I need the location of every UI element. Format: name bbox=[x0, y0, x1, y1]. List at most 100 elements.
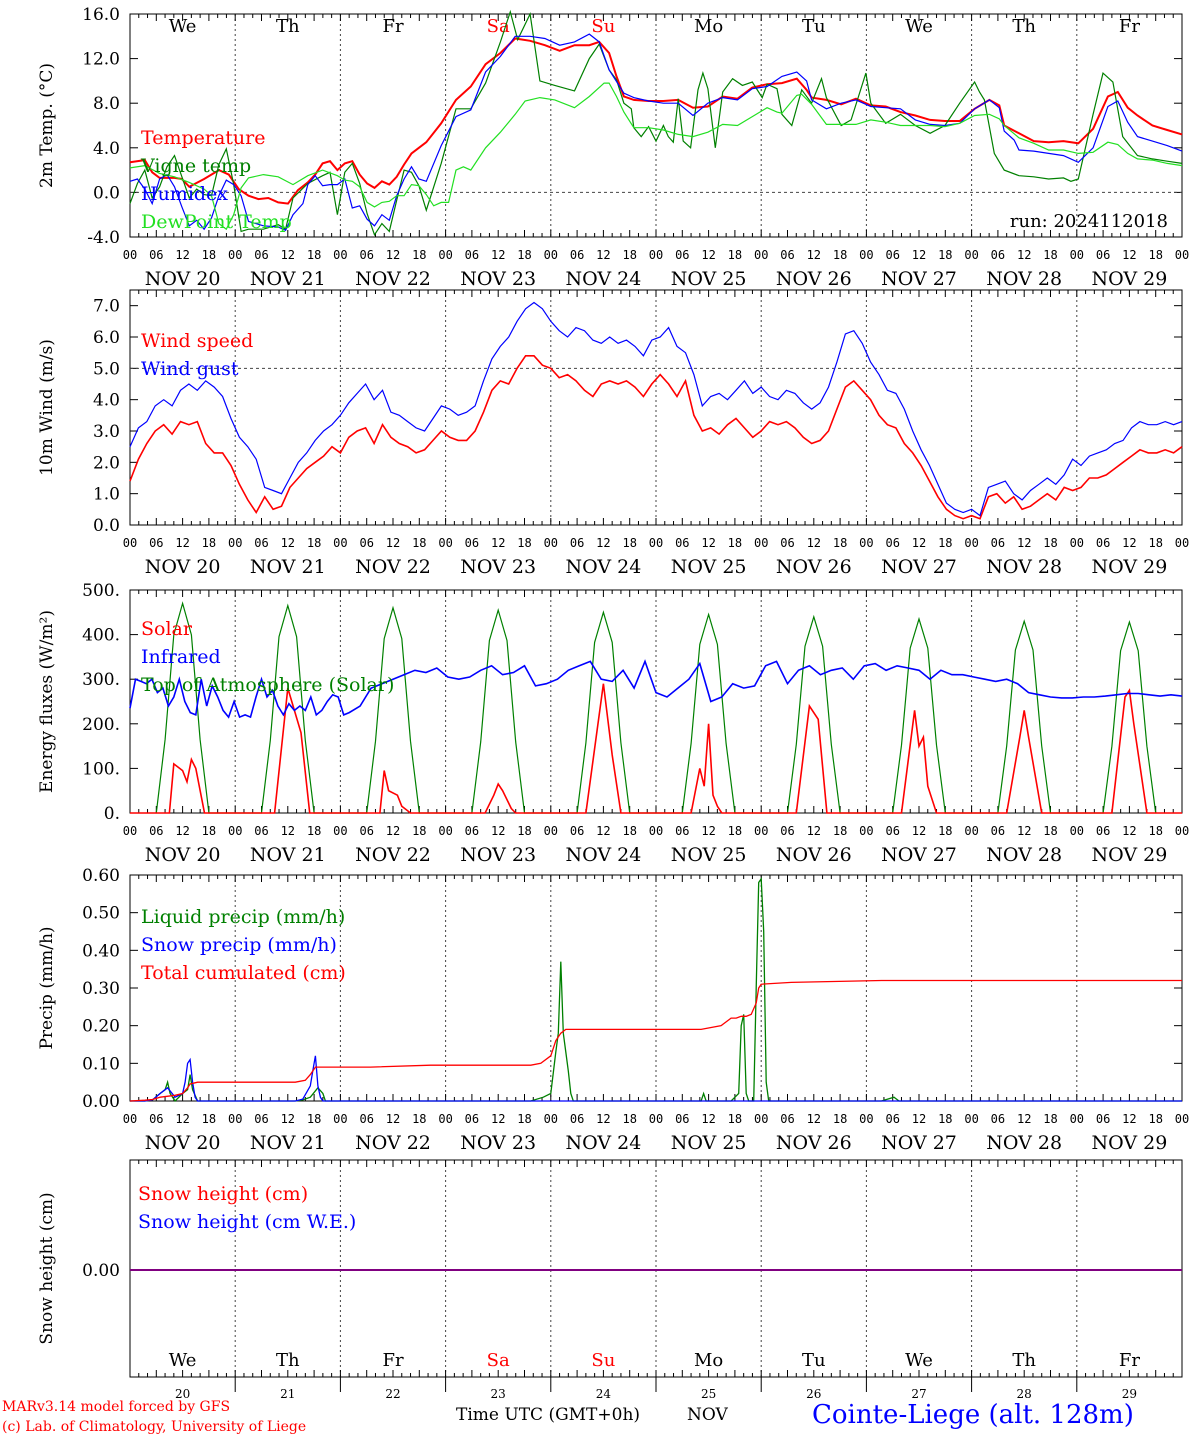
date-label: NOV 20 bbox=[145, 844, 221, 866]
day-name-label: We bbox=[169, 1350, 197, 1371]
hour-tick-label: 00 bbox=[333, 824, 347, 838]
hour-tick-label: 12 bbox=[912, 1112, 926, 1126]
y-tick-label: 500. bbox=[82, 581, 120, 601]
day-name-label: Su bbox=[591, 1350, 615, 1371]
date-label: NOV 23 bbox=[460, 844, 536, 866]
hour-tick-label: 18 bbox=[833, 1112, 847, 1126]
y-tick-label: 0.10 bbox=[82, 1054, 120, 1074]
hour-tick-label: 06 bbox=[991, 824, 1005, 838]
hour-tick-label: 00 bbox=[649, 536, 663, 550]
hour-tick-label: 06 bbox=[254, 536, 268, 550]
hour-tick-label: 12 bbox=[596, 248, 610, 262]
legend-entry: Liquid precip (mm/h) bbox=[141, 906, 345, 928]
series-line-infrared bbox=[129, 659, 1183, 719]
day-name-label: Mo bbox=[694, 1350, 723, 1371]
hour-tick-label: 00 bbox=[859, 1112, 873, 1126]
hour-tick-label: 12 bbox=[1017, 536, 1031, 550]
series-line-humidex bbox=[129, 33, 1183, 232]
hour-tick-label: 06 bbox=[570, 1112, 584, 1126]
hour-tick-label: 18 bbox=[728, 824, 742, 838]
y-axis-label: 2m Temp. (°C) bbox=[37, 63, 57, 188]
hour-tick-label: 12 bbox=[807, 824, 821, 838]
hour-tick-label: 18 bbox=[622, 824, 636, 838]
hour-tick-label: 12 bbox=[1122, 1112, 1136, 1126]
date-label: NOV 28 bbox=[986, 268, 1062, 290]
day-name-label: Fr bbox=[1119, 1350, 1140, 1371]
date-label: NOV 24 bbox=[565, 556, 641, 578]
hour-tick-label: 06 bbox=[675, 536, 689, 550]
y-tick-label: 6.0 bbox=[93, 328, 120, 348]
y-tick-label: 300. bbox=[82, 670, 120, 690]
date-label: NOV 22 bbox=[355, 556, 431, 578]
footer-credit-2: (c) Lab. of Climatology, University of L… bbox=[2, 1419, 307, 1435]
y-tick-label: 0.0 bbox=[93, 183, 120, 203]
date-label: NOV 29 bbox=[1091, 1132, 1167, 1154]
hour-tick-label: 06 bbox=[254, 1112, 268, 1126]
hour-tick-label: 18 bbox=[412, 248, 426, 262]
hour-tick-label: 18 bbox=[307, 536, 321, 550]
legend-entry: Wind gust bbox=[141, 358, 239, 380]
hour-tick-label: 00 bbox=[123, 824, 137, 838]
hour-tick-label: 06 bbox=[991, 1112, 1005, 1126]
hour-tick-label: 12 bbox=[596, 536, 610, 550]
hour-tick-label: 00 bbox=[859, 248, 873, 262]
hour-tick-label: 06 bbox=[885, 824, 899, 838]
series-line-vigne-temp bbox=[129, 9, 1183, 237]
hour-tick-label: 06 bbox=[149, 248, 163, 262]
date-label: NOV 20 bbox=[145, 1132, 221, 1154]
date-label: NOV 21 bbox=[250, 844, 326, 866]
hour-tick-label: 00 bbox=[754, 536, 768, 550]
y-tick-label: 0. bbox=[104, 804, 120, 824]
y-tick-label: 5.0 bbox=[93, 359, 120, 379]
legend-entry: Temperature bbox=[141, 127, 265, 149]
day-number-label: 29 bbox=[1122, 1387, 1137, 1401]
hour-tick-label: 06 bbox=[675, 824, 689, 838]
date-label: NOV 28 bbox=[986, 1132, 1062, 1154]
date-label: NOV 23 bbox=[460, 268, 536, 290]
date-label: NOV 21 bbox=[250, 268, 326, 290]
hour-tick-label: 06 bbox=[570, 248, 584, 262]
hour-tick-label: 00 bbox=[859, 824, 873, 838]
hour-tick-label: 06 bbox=[465, 248, 479, 262]
hour-tick-label: 06 bbox=[780, 536, 794, 550]
hour-tick-label: 06 bbox=[780, 1112, 794, 1126]
date-label: NOV 26 bbox=[776, 268, 852, 290]
date-label: NOV 23 bbox=[460, 556, 536, 578]
hour-tick-label: 06 bbox=[149, 536, 163, 550]
hour-tick-label: 00 bbox=[1175, 536, 1189, 550]
date-label: NOV 27 bbox=[881, 268, 957, 290]
hour-tick-label: 00 bbox=[438, 536, 452, 550]
hour-tick-label: 00 bbox=[964, 248, 978, 262]
hour-tick-label: 18 bbox=[202, 1112, 216, 1126]
hour-tick-label: 12 bbox=[1017, 1112, 1031, 1126]
hour-tick-label: 00 bbox=[228, 824, 242, 838]
hour-tick-label: 12 bbox=[912, 248, 926, 262]
date-label: NOV 28 bbox=[986, 556, 1062, 578]
hour-tick-label: 18 bbox=[938, 248, 952, 262]
hour-tick-label: 00 bbox=[333, 248, 347, 262]
legend-entry: Snow precip (mm/h) bbox=[141, 934, 337, 956]
hour-tick-label: 12 bbox=[701, 1112, 715, 1126]
hour-tick-label: 18 bbox=[412, 536, 426, 550]
hour-tick-label: 18 bbox=[517, 1112, 531, 1126]
hour-tick-label: 12 bbox=[175, 824, 189, 838]
y-tick-label: -4.0 bbox=[87, 228, 120, 248]
hour-tick-label: 06 bbox=[885, 248, 899, 262]
station-title: Cointe-Liege (alt. 128m) bbox=[812, 1400, 1134, 1430]
hour-tick-label: 18 bbox=[833, 824, 847, 838]
hour-tick-label: 00 bbox=[964, 824, 978, 838]
y-tick-label: 0.50 bbox=[82, 904, 120, 924]
hour-tick-label: 18 bbox=[938, 1112, 952, 1126]
hour-tick-label: 12 bbox=[701, 536, 715, 550]
hour-tick-label: 06 bbox=[885, 1112, 899, 1126]
date-label: NOV 25 bbox=[671, 556, 747, 578]
date-label: NOV 29 bbox=[1091, 556, 1167, 578]
hour-tick-label: 12 bbox=[1122, 536, 1136, 550]
panel-5: 0.00 Snow height (cm) Snow height (cm) Snow… bbox=[37, 1159, 1183, 1401]
date-label: NOV 29 bbox=[1091, 268, 1167, 290]
day-number-label: 22 bbox=[385, 1387, 400, 1401]
day-name-label: Fr bbox=[1119, 16, 1140, 37]
date-label: NOV 24 bbox=[565, 844, 641, 866]
day-name-label: Fr bbox=[382, 1350, 403, 1371]
footer-time-label: Time UTC (GMT+0h) bbox=[456, 1405, 641, 1425]
